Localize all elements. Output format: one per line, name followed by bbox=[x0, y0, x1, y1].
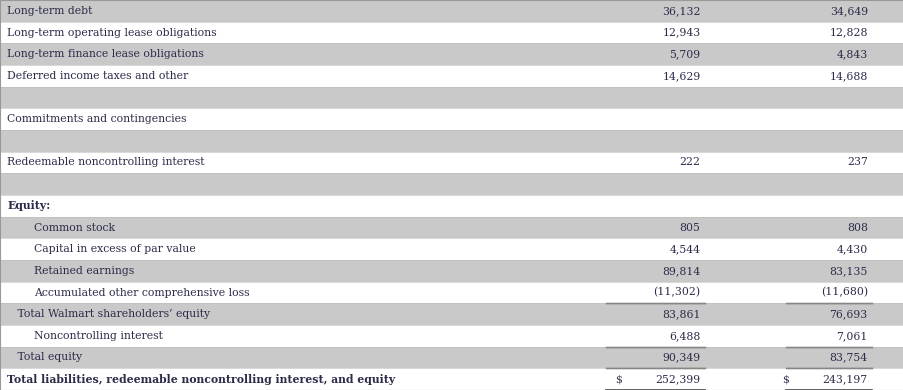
Text: (11,302): (11,302) bbox=[653, 287, 700, 298]
Text: 83,135: 83,135 bbox=[829, 266, 867, 276]
Text: Total Walmart shareholders’ equity: Total Walmart shareholders’ equity bbox=[7, 309, 210, 319]
Text: 805: 805 bbox=[679, 223, 700, 232]
Text: 243,197: 243,197 bbox=[822, 374, 867, 384]
Text: (11,680): (11,680) bbox=[820, 287, 867, 298]
Text: 12,943: 12,943 bbox=[662, 28, 700, 37]
Bar bbox=[0, 282, 903, 303]
Bar bbox=[0, 303, 903, 325]
Text: $: $ bbox=[781, 374, 788, 384]
Text: 36,132: 36,132 bbox=[661, 6, 700, 16]
Text: 12,828: 12,828 bbox=[828, 28, 867, 37]
Bar bbox=[0, 173, 903, 195]
Bar bbox=[0, 260, 903, 282]
Bar bbox=[0, 130, 903, 152]
Text: Long-term operating lease obligations: Long-term operating lease obligations bbox=[7, 28, 217, 37]
Bar bbox=[0, 195, 903, 217]
Text: 4,843: 4,843 bbox=[835, 49, 867, 59]
Text: 90,349: 90,349 bbox=[662, 353, 700, 362]
Text: Redeemable noncontrolling interest: Redeemable noncontrolling interest bbox=[7, 158, 204, 167]
Text: 83,861: 83,861 bbox=[661, 309, 700, 319]
Bar bbox=[0, 87, 903, 108]
Bar bbox=[0, 238, 903, 260]
Text: Capital in excess of par value: Capital in excess of par value bbox=[34, 244, 196, 254]
Text: Total equity: Total equity bbox=[7, 353, 82, 362]
Text: 252,399: 252,399 bbox=[655, 374, 700, 384]
Text: Retained earnings: Retained earnings bbox=[34, 266, 135, 276]
Text: Long-term debt: Long-term debt bbox=[7, 6, 92, 16]
Text: 4,544: 4,544 bbox=[669, 244, 700, 254]
Text: $: $ bbox=[614, 374, 621, 384]
Text: Accumulated other comprehensive loss: Accumulated other comprehensive loss bbox=[34, 287, 250, 298]
Text: Equity:: Equity: bbox=[7, 200, 51, 211]
Bar bbox=[0, 347, 903, 368]
Bar bbox=[0, 217, 903, 238]
Text: 222: 222 bbox=[679, 158, 700, 167]
Text: 5,709: 5,709 bbox=[669, 49, 700, 59]
Text: Long-term finance lease obligations: Long-term finance lease obligations bbox=[7, 49, 204, 59]
Bar bbox=[0, 152, 903, 173]
Text: 14,688: 14,688 bbox=[829, 71, 867, 81]
Text: 4,430: 4,430 bbox=[835, 244, 867, 254]
Text: Deferred income taxes and other: Deferred income taxes and other bbox=[7, 71, 188, 81]
Text: 89,814: 89,814 bbox=[662, 266, 700, 276]
Text: 808: 808 bbox=[846, 223, 867, 232]
Text: Noncontrolling interest: Noncontrolling interest bbox=[34, 331, 163, 341]
Bar bbox=[0, 43, 903, 65]
Bar bbox=[0, 0, 903, 22]
Text: 76,693: 76,693 bbox=[829, 309, 867, 319]
Text: 14,629: 14,629 bbox=[662, 71, 700, 81]
Text: Total liabilities, redeemable noncontrolling interest, and equity: Total liabilities, redeemable noncontrol… bbox=[7, 374, 395, 385]
Bar bbox=[0, 22, 903, 43]
Text: 83,754: 83,754 bbox=[829, 353, 867, 362]
Text: Common stock: Common stock bbox=[34, 223, 116, 232]
Bar bbox=[0, 368, 903, 390]
Text: 6,488: 6,488 bbox=[668, 331, 700, 341]
Text: 237: 237 bbox=[846, 158, 867, 167]
Text: 7,061: 7,061 bbox=[835, 331, 867, 341]
Bar bbox=[0, 65, 903, 87]
Bar bbox=[0, 325, 903, 347]
Text: Commitments and contingencies: Commitments and contingencies bbox=[7, 114, 187, 124]
Text: 34,649: 34,649 bbox=[829, 6, 867, 16]
Bar bbox=[0, 108, 903, 130]
